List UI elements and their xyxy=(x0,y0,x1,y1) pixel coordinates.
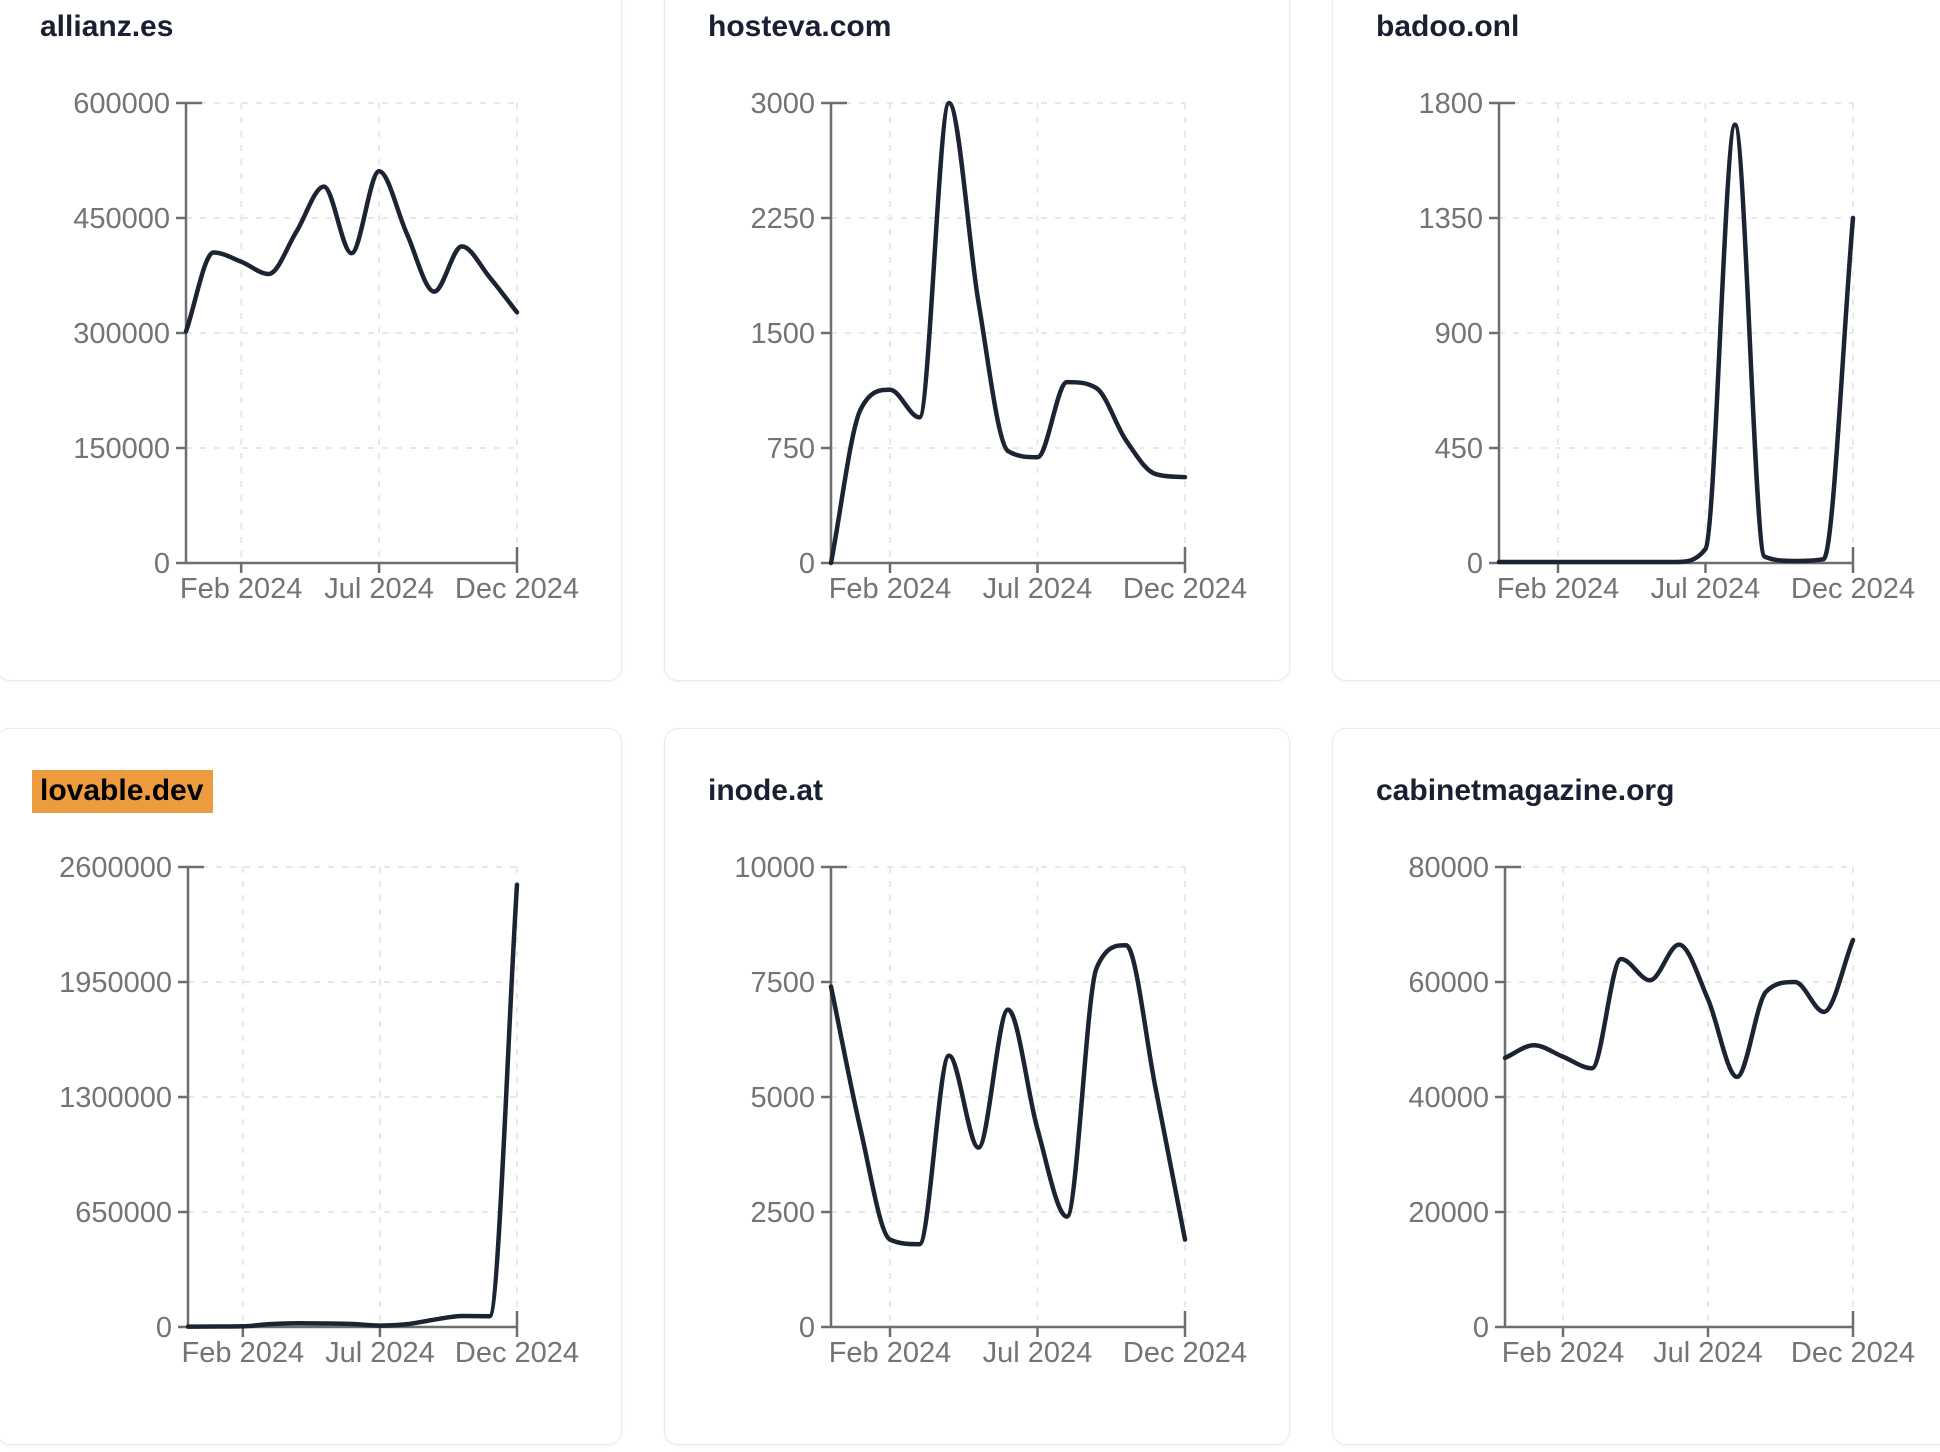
x-tick-label: Jul 2024 xyxy=(983,573,1093,605)
y-tick-label: 750 xyxy=(767,433,815,465)
traffic-line-chart: 0 650000 1300000 1950000 2600000 Feb 2024 Jul … xyxy=(59,852,579,1369)
x-tick-label: Jul 2024 xyxy=(325,1337,435,1369)
x-tick-label: Feb 2024 xyxy=(829,573,952,605)
search-highlight: lovable.dev xyxy=(32,770,214,813)
x-tick-label: Feb 2024 xyxy=(1502,1337,1625,1369)
x-tick-label: Dec 2024 xyxy=(1123,573,1247,605)
domain-card-hosteva-com[interactable]: hosteva.com 0 750 1500 2250 3000 Feb 2024 Jul … xyxy=(664,0,1290,681)
domain-title: inode.at xyxy=(708,773,1289,809)
x-tick-label: Feb 2024 xyxy=(829,1337,952,1369)
y-tick-label: 300000 xyxy=(73,318,170,350)
y-tick-label: 450000 xyxy=(73,203,170,235)
domain-card-inode-at[interactable]: inode.at 0 2500 5000 7500 10000 Feb 2024 Jul 2… xyxy=(664,728,1290,1445)
x-tick-label: Feb 2024 xyxy=(180,573,303,605)
y-tick-label: 0 xyxy=(1467,548,1483,580)
y-tick-label: 80000 xyxy=(1408,852,1489,884)
domain-title: lovable.dev xyxy=(32,770,621,813)
y-tick-label: 20000 xyxy=(1408,1197,1489,1229)
trend-line xyxy=(1496,122,1856,565)
trend-line xyxy=(1502,937,1856,1080)
x-tick-label: Feb 2024 xyxy=(1497,573,1620,605)
x-tick-label: Dec 2024 xyxy=(1791,1337,1915,1369)
y-tick-label: 900 xyxy=(1435,318,1483,350)
trend-line xyxy=(183,168,520,334)
domain-title: allianz.es xyxy=(40,9,621,45)
y-tick-label: 0 xyxy=(154,548,170,580)
y-tick-label: 0 xyxy=(1473,1312,1489,1344)
x-tick-label: Dec 2024 xyxy=(1123,1337,1247,1369)
y-tick-label: 450 xyxy=(1435,433,1483,465)
domain-title: cabinetmagazine.org xyxy=(1376,773,1940,809)
domain-card-lovable-dev[interactable]: lovable.dev 0 650000 1300000 1950000 2600000… xyxy=(0,728,622,1445)
trend-line xyxy=(185,882,520,1329)
traffic-line-chart: 0 150000 300000 450000 600000 Feb 2024 Jul 202… xyxy=(73,88,579,605)
y-tick-label: 2600000 xyxy=(59,852,172,884)
traffic-line-chart: 0 450 900 1350 1800 Feb 2024 Jul 2024 Dec 2024 xyxy=(1418,88,1915,605)
domain-card-cabinetmagazine-org[interactable]: cabinetmagazine.org 0 20000 40000 60000 8000… xyxy=(1332,728,1940,1445)
y-tick-label: 10000 xyxy=(734,852,815,884)
domain-card-badoo-onl[interactable]: badoo.onl 0 450 900 1350 1800 Feb 2024 Jul 202… xyxy=(1332,0,1940,681)
domain-title: badoo.onl xyxy=(1376,9,1940,45)
traffic-line-chart: 0 2500 5000 7500 10000 Feb 2024 Jul 2024 Dec 20… xyxy=(734,852,1247,1369)
y-tick-label: 1500 xyxy=(750,318,815,350)
domain-title-text: allianz.es xyxy=(40,10,174,43)
y-tick-label: 40000 xyxy=(1408,1082,1489,1114)
domain-title-text: cabinetmagazine.org xyxy=(1376,774,1675,807)
domain-title-text: inode.at xyxy=(708,774,824,807)
y-tick-label: 1350 xyxy=(1418,203,1483,235)
domain-title-text: badoo.onl xyxy=(1376,10,1520,43)
trend-line xyxy=(828,100,1188,566)
traffic-line-chart: 0 750 1500 2250 3000 Feb 2024 Jul 2024 Dec 2024 xyxy=(750,88,1247,605)
domain-card-allianz-es[interactable]: allianz.es 0 150000 300000 450000 600000 Feb … xyxy=(0,0,622,681)
y-tick-label: 2500 xyxy=(750,1197,815,1229)
traffic-line-chart: 0 20000 40000 60000 80000 Feb 2024 Jul 2024 Dec… xyxy=(1408,852,1915,1369)
y-tick-label: 1950000 xyxy=(59,967,172,999)
x-tick-label: Jul 2024 xyxy=(1653,1337,1763,1369)
y-tick-label: 0 xyxy=(799,548,815,580)
y-tick-label: 0 xyxy=(156,1312,172,1344)
y-tick-label: 3000 xyxy=(750,88,815,120)
y-tick-label: 7500 xyxy=(750,967,815,999)
x-tick-label: Jul 2024 xyxy=(983,1337,1093,1369)
x-tick-label: Jul 2024 xyxy=(324,573,434,605)
y-tick-label: 150000 xyxy=(73,433,170,465)
y-tick-label: 1300000 xyxy=(59,1082,172,1114)
x-tick-label: Feb 2024 xyxy=(182,1337,305,1369)
x-tick-label: Dec 2024 xyxy=(455,1337,579,1369)
y-tick-label: 5000 xyxy=(750,1082,815,1114)
y-tick-label: 60000 xyxy=(1408,967,1489,999)
y-tick-label: 600000 xyxy=(73,88,170,120)
domain-title-text: hosteva.com xyxy=(708,10,892,43)
trend-line xyxy=(828,942,1188,1247)
y-tick-label: 2250 xyxy=(750,203,815,235)
x-tick-label: Dec 2024 xyxy=(1791,573,1915,605)
x-tick-label: Jul 2024 xyxy=(1651,573,1761,605)
y-tick-label: 1800 xyxy=(1418,88,1483,120)
y-tick-label: 650000 xyxy=(75,1197,172,1229)
y-tick-label: 0 xyxy=(799,1312,815,1344)
domain-title: hosteva.com xyxy=(708,9,1289,45)
x-tick-label: Dec 2024 xyxy=(455,573,579,605)
